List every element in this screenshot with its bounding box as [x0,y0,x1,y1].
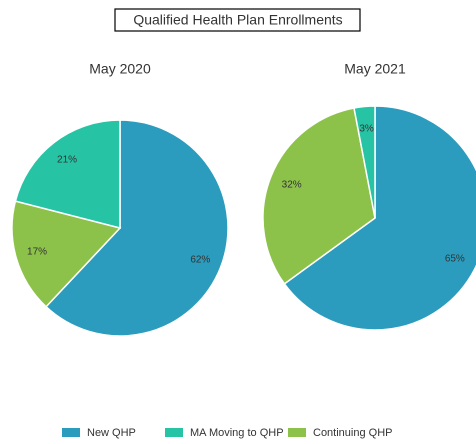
slice-label: 32% [282,180,302,191]
legend-swatch [288,428,306,437]
pie-slice [353,105,376,219]
pie-slice [45,119,229,337]
slice-label: 65% [445,253,465,264]
pie-title: May 2020 [89,61,151,77]
pie-slice [283,105,476,331]
slice-label: 17% [27,247,47,258]
legend-label: New QHP [87,427,136,439]
pie-title: May 2021 [344,61,406,77]
pie-slice [262,107,376,285]
title-box [114,8,361,32]
legend-label: Continuing QHP [313,427,393,439]
legend-swatch [62,428,80,437]
legend-swatch [165,428,183,437]
pie-slice [11,200,122,308]
legend-label: MA Moving to QHP [190,427,284,439]
slice-label: 62% [190,254,210,265]
pie-slice [14,119,121,229]
slice-label: 3% [359,123,374,134]
slice-label: 21% [57,154,77,165]
chart-title: Qualified Health Plan Enrollments [133,12,342,28]
